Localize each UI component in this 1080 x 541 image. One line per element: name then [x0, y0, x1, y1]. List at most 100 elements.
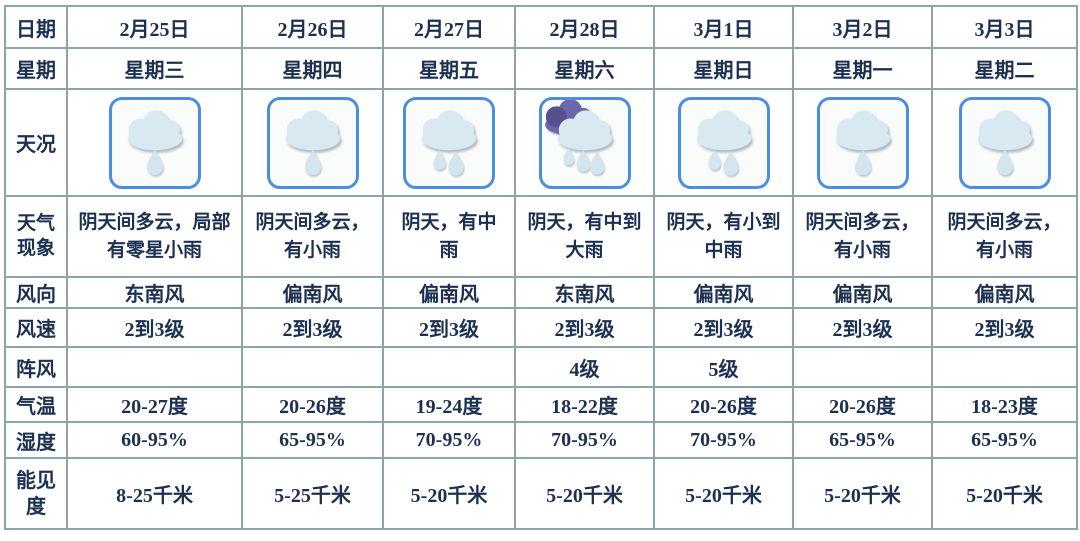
humidity-cell: 60-95%: [66, 421, 243, 459]
row-label-visibility: 能见度: [4, 457, 68, 530]
date-cell: 2月28日: [514, 5, 655, 49]
light-rain-icon-svg: [977, 109, 1032, 175]
wind-direction-cell: 偏南风: [241, 276, 384, 309]
visibility-cell: 5-20千米: [931, 457, 1078, 530]
phenomenon-cell: 阴天间多云，有小雨: [241, 195, 384, 278]
sky-cell: [792, 88, 933, 197]
phenomenon-cell: 阴天，有小到中雨: [653, 195, 794, 278]
table-row-phenomenon: 天气现象 阴天间多云，局部有零星小雨 阴天间多云，有小雨 阴天，有中雨 阴天，有…: [4, 195, 1078, 278]
humidity-cell: 65-95%: [931, 421, 1078, 459]
visibility-cell: 5-20千米: [514, 457, 655, 530]
wind-speed-cell: 2到3级: [382, 307, 516, 348]
light-rain-icon: [958, 96, 1051, 189]
sky-cell: [653, 88, 794, 197]
temperature-cell: 20-26度: [792, 386, 933, 423]
wind-speed-cell: 2到3级: [931, 307, 1078, 348]
table-row-wind-speed: 风速 2到3级 2到3级 2到3级 2到3级 2到3级 2到3级 2到3级: [4, 307, 1078, 348]
row-label-temperature: 气温: [4, 386, 68, 423]
phenomenon-cell: 阴天，有中雨: [382, 195, 516, 278]
humidity-cell: 65-95%: [241, 421, 384, 459]
temperature-cell: 18-23度: [931, 386, 1078, 423]
wind-speed-cell: 2到3级: [653, 307, 794, 348]
heavy-rain-icon: [538, 96, 631, 189]
light-rain-icon: [108, 96, 201, 189]
temperature-cell: 20-26度: [241, 386, 384, 423]
weekday-cell: 星期五: [382, 47, 516, 90]
row-label-gust: 阵风: [4, 346, 68, 388]
phenomenon-cell: 阴天间多云，有小雨: [931, 195, 1078, 278]
table-row-wind-direction: 风向 东南风 偏南风 偏南风 东南风 偏南风 偏南风 偏南风: [4, 276, 1078, 309]
temperature-cell: 20-26度: [653, 386, 794, 423]
sky-cell: [66, 88, 243, 197]
wind-direction-cell: 偏南风: [653, 276, 794, 309]
row-label-sky: 天况: [4, 88, 68, 197]
light-rain-icon: [816, 96, 909, 189]
wind-direction-cell: 东南风: [66, 276, 243, 309]
table-row-visibility: 能见度 8-25千米 5-25千米 5-20千米 5-20千米 5-20千米 5…: [4, 457, 1078, 530]
weekday-cell: 星期三: [66, 47, 243, 90]
row-label-wind-speed: 风速: [4, 307, 68, 348]
temperature-cell: 18-22度: [514, 386, 655, 423]
humidity-cell: 70-95%: [653, 421, 794, 459]
visibility-cell: 5-20千米: [653, 457, 794, 530]
table-row-gust: 阵风 4级 5级: [4, 346, 1078, 388]
sky-cell: [382, 88, 516, 197]
moderate-rain-icon-svg: [696, 109, 751, 175]
sky-cell: [514, 88, 655, 197]
date-cell: 3月3日: [931, 5, 1078, 49]
light-rain-icon-svg: [285, 109, 340, 175]
gust-cell: [382, 346, 516, 388]
humidity-cell: 65-95%: [792, 421, 933, 459]
weekday-cell: 星期四: [241, 47, 384, 90]
visibility-cell: 5-20千米: [382, 457, 516, 530]
temperature-cell: 19-24度: [382, 386, 516, 423]
wind-speed-cell: 2到3级: [66, 307, 243, 348]
weather-forecast-table: 日期 2月25日 2月26日 2月27日 2月28日 3月1日 3月2日 3月3…: [4, 5, 1078, 530]
wind-direction-cell: 偏南风: [931, 276, 1078, 309]
visibility-cell: 5-20千米: [792, 457, 933, 530]
phenomenon-cell: 阴天间多云，局部有零星小雨: [66, 195, 243, 278]
light-rain-icon: [266, 96, 359, 189]
row-label-wind-direction: 风向: [4, 276, 68, 309]
weekday-cell: 星期二: [931, 47, 1078, 90]
wind-speed-cell: 2到3级: [792, 307, 933, 348]
wind-speed-cell: 2到3级: [514, 307, 655, 348]
light-rain-icon-svg: [835, 109, 890, 175]
phenomenon-cell: 阴天，有中到大雨: [514, 195, 655, 278]
date-cell: 3月1日: [653, 5, 794, 49]
date-cell: 2月25日: [66, 5, 243, 49]
row-label-weekday: 星期: [4, 47, 68, 90]
weekday-cell: 星期六: [514, 47, 655, 90]
light-rain-icon-svg: [127, 109, 182, 175]
table-row-humidity: 湿度 60-95% 65-95% 70-95% 70-95% 70-95% 65…: [4, 421, 1078, 459]
table-row-sky: 天况: [4, 88, 1078, 197]
gust-cell: [792, 346, 933, 388]
moderate-rain-icon-svg: [421, 109, 477, 175]
humidity-cell: 70-95%: [514, 421, 655, 459]
table-row-date: 日期 2月25日 2月26日 2月27日 2月28日 3月1日 3月2日 3月3…: [4, 5, 1078, 49]
sky-cell: [931, 88, 1078, 197]
gust-cell: 4级: [514, 346, 655, 388]
table-row-weekday: 星期 星期三 星期四 星期五 星期六 星期日 星期一 星期二: [4, 47, 1078, 90]
date-cell: 2月26日: [241, 5, 384, 49]
visibility-cell: 5-25千米: [241, 457, 384, 530]
weekday-cell: 星期日: [653, 47, 794, 90]
sky-cell: [241, 88, 384, 197]
visibility-cell: 8-25千米: [66, 457, 243, 530]
gust-cell: [931, 346, 1078, 388]
row-label-humidity: 湿度: [4, 421, 68, 459]
heavy-rain-icon-svg: [544, 99, 612, 175]
wind-direction-cell: 偏南风: [382, 276, 516, 309]
row-label-date: 日期: [4, 5, 68, 49]
date-cell: 3月2日: [792, 5, 933, 49]
moderate-rain-icon: [677, 96, 770, 189]
table-row-temperature: 气温 20-27度 20-26度 19-24度 18-22度 20-26度 20…: [4, 386, 1078, 423]
date-cell: 2月27日: [382, 5, 516, 49]
gust-cell: [241, 346, 384, 388]
wind-direction-cell: 东南风: [514, 276, 655, 309]
gust-cell: [66, 346, 243, 388]
wind-speed-cell: 2到3级: [241, 307, 384, 348]
row-label-phenomenon: 天气现象: [4, 195, 68, 278]
gust-cell: 5级: [653, 346, 794, 388]
